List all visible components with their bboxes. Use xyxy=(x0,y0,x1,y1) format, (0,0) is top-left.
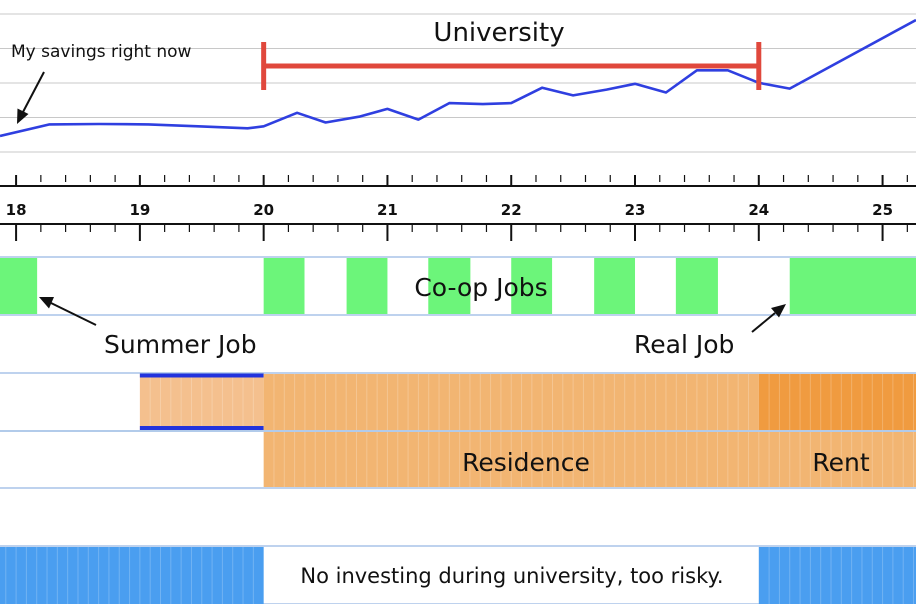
coop-jobs-label: Co-op Jobs xyxy=(414,273,547,302)
investing-note: No investing during university, too risk… xyxy=(300,564,723,588)
rent-label: Rent xyxy=(812,448,869,477)
university-bracket xyxy=(261,42,762,90)
job-period xyxy=(428,258,471,314)
job-period xyxy=(594,258,636,314)
axis-tick-label: 19 xyxy=(129,201,150,219)
arrow-summer-job xyxy=(39,297,97,326)
housing-period xyxy=(758,374,916,430)
residence-label: Residence xyxy=(462,448,590,477)
age-axis: 18 19 20 21 22 23 24 25 xyxy=(0,175,916,241)
job-period xyxy=(511,258,553,314)
job-period xyxy=(0,258,38,314)
housing-period xyxy=(263,374,759,430)
investing-period xyxy=(0,547,264,604)
job-period xyxy=(346,258,388,314)
axis-tick-label: 22 xyxy=(501,201,522,219)
summer-job-label: Summer Job xyxy=(104,330,257,359)
housing-period xyxy=(139,374,264,430)
savings-now-annotation: My savings right now xyxy=(11,42,192,62)
investing-period xyxy=(758,547,916,604)
job-period xyxy=(263,258,305,314)
axis-tick-label: 21 xyxy=(377,201,398,219)
axis-tick-label: 18 xyxy=(6,201,27,219)
savings-line xyxy=(0,18,916,138)
axis-tick-label: 24 xyxy=(748,201,769,219)
timeline-rows xyxy=(0,256,916,604)
axis-tick-label: 25 xyxy=(872,201,893,219)
arrow-savings-now xyxy=(17,71,45,124)
savings-gridlines xyxy=(0,13,916,153)
job-period xyxy=(789,258,916,314)
job-period xyxy=(675,258,718,314)
axis-tick-label: 23 xyxy=(625,201,646,219)
real-job-label: Real Job xyxy=(634,330,734,359)
university-label: University xyxy=(433,18,564,48)
axis-tick-label: 20 xyxy=(253,201,274,219)
housing-period xyxy=(263,432,916,487)
arrow-real-job xyxy=(751,304,786,333)
